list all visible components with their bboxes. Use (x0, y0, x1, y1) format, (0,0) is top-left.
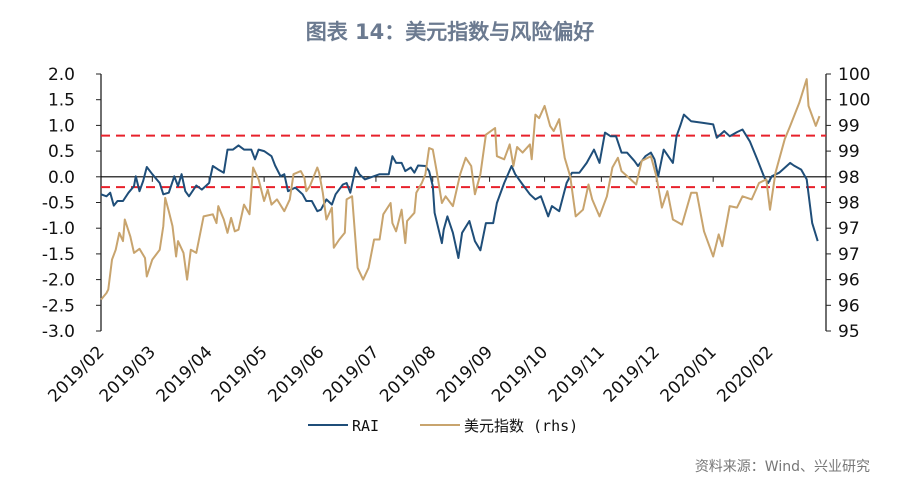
right-tick-label: 100 (838, 91, 870, 111)
x-tick-label: 2020/02 (713, 342, 777, 406)
x-tick-label: 2019/09 (433, 342, 497, 406)
x-tick-label: 2019/05 (208, 342, 272, 406)
left-tick-label: 0.0 (48, 168, 75, 188)
left-tick-label: -1.5 (42, 245, 75, 265)
chart-title: 图表 14：美元指数与风险偏好 (305, 20, 595, 44)
left-tick-label: 1.5 (48, 91, 75, 111)
legend-label: 美元指数 (rhs) (464, 417, 578, 435)
x-tick-label: 2019/10 (488, 342, 552, 406)
x-tick-label: 2019/06 (264, 342, 328, 406)
legend-label: RAI (352, 417, 379, 435)
rai-line (100, 113, 819, 259)
left-tick-label: 1.0 (48, 116, 75, 136)
right-tick-label: 97 (838, 219, 860, 239)
x-tick-label: 2019/11 (545, 342, 609, 406)
right-tick-label: 98 (838, 194, 860, 214)
right-tick-label: 100 (838, 65, 870, 85)
right-tick-label: 96 (838, 296, 860, 316)
right-tick-label: 96 (838, 271, 860, 291)
right-tick-label: 95 (838, 322, 860, 342)
right-tick-label: 99 (838, 142, 860, 162)
right-tick-label: 98 (838, 168, 860, 188)
x-tick-label: 2019/07 (319, 342, 383, 406)
right-tick-label: 97 (838, 245, 860, 265)
right-tick-label: 99 (838, 116, 860, 136)
left-tick-label: 0.5 (48, 142, 75, 162)
x-tick-label: 2019/04 (153, 342, 217, 406)
x-tick-label: 2019/12 (600, 342, 664, 406)
left-tick-label: 2.0 (48, 65, 75, 85)
left-tick-label: -2.0 (42, 271, 75, 291)
left-tick-label: -2.5 (42, 296, 75, 316)
usd-index-line (100, 78, 821, 301)
x-tick-label: 2019/03 (96, 342, 160, 406)
left-tick-label: -1.0 (42, 219, 75, 239)
x-tick-label: 2019/08 (376, 342, 440, 406)
left-tick-label: -0.5 (42, 194, 75, 214)
x-tick-label: 2020/01 (657, 342, 721, 406)
left-tick-label: -3.0 (42, 322, 75, 342)
source-note: 资料来源：Wind、兴业研究 (694, 459, 870, 475)
